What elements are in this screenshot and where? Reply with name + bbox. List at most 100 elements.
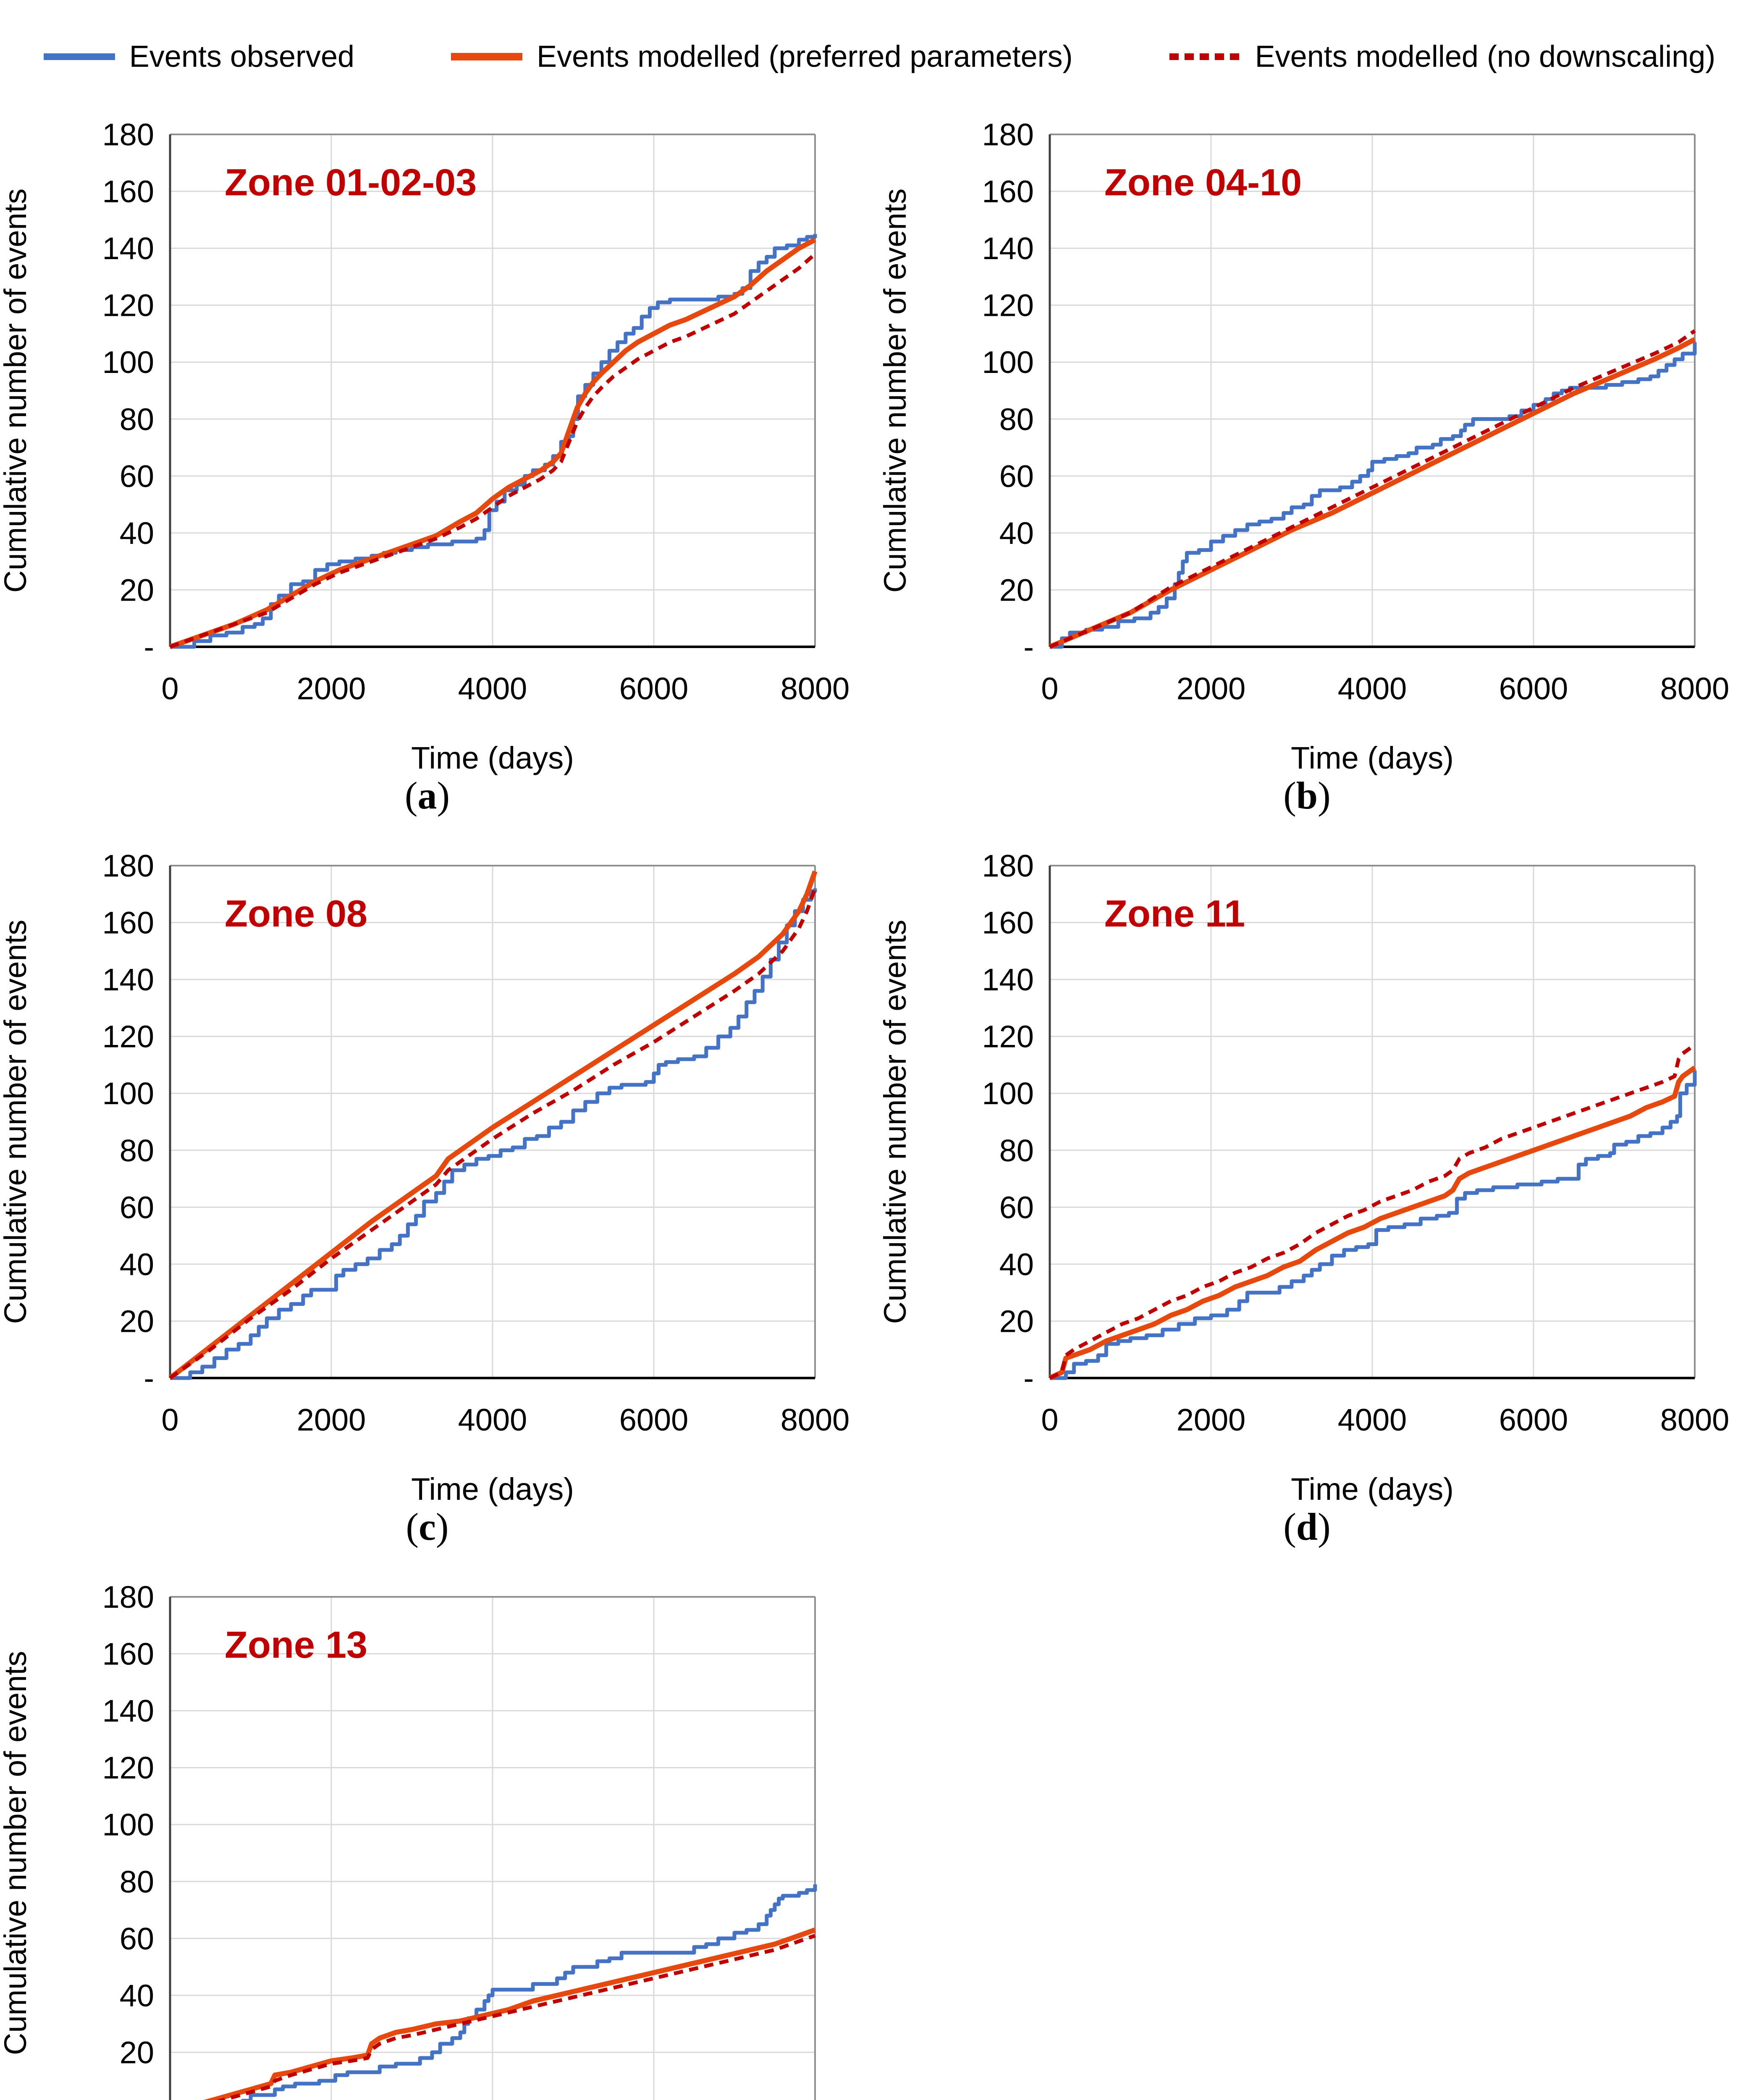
y-tick-label: 140 bbox=[102, 1693, 154, 1728]
x-tick-label: 8000 bbox=[1660, 671, 1730, 706]
y-tick-label: 160 bbox=[982, 906, 1034, 940]
modelled-preferred-series-line bbox=[1049, 1066, 1696, 1381]
x-tick-label: 4000 bbox=[1338, 671, 1407, 706]
x-axis-title: Time (days) bbox=[411, 740, 574, 775]
y-tick-label: 100 bbox=[102, 345, 154, 380]
y-tick-label: 80 bbox=[999, 1133, 1034, 1168]
y-tick-label: 60 bbox=[120, 1190, 154, 1225]
zone-title: Zone 08 bbox=[225, 893, 367, 935]
y-tick-label: - bbox=[144, 2092, 154, 2100]
zone-title: Zone 11 bbox=[1104, 893, 1245, 935]
y-tick-label: 180 bbox=[102, 1580, 154, 1614]
y-tick-label: 40 bbox=[999, 516, 1034, 551]
x-axis-title: Time (days) bbox=[411, 1472, 574, 1507]
chart-e-svg: -204060801001201401601800200040006000800… bbox=[0, 1580, 817, 2100]
y-tick-label: 180 bbox=[982, 117, 1034, 152]
zone-title: Zone 13 bbox=[225, 1624, 367, 1666]
modelled-preferred-series-line bbox=[1049, 337, 1696, 649]
chart-figure-c: - 20 40 60 80 100 120 140 160 180 0 2000 4000 6000 800… bbox=[0, 840, 880, 1572]
x-tick-label: 4000 bbox=[458, 671, 527, 706]
y-tick-label: 20 bbox=[120, 572, 154, 607]
y-tick-label: - bbox=[144, 630, 154, 664]
x-tick-label: 2000 bbox=[1177, 1402, 1246, 1437]
y-tick-label: 160 bbox=[102, 906, 154, 940]
y-tick-label: 20 bbox=[999, 572, 1034, 607]
legend-item-observed: Events observed bbox=[43, 39, 355, 74]
x-tick-label: 8000 bbox=[781, 1402, 850, 1437]
y-tick-label: 140 bbox=[982, 962, 1034, 997]
chart-b-svg: - 20 40 60 80 100 120 140 160 180 0 2000 4000 6000 800… bbox=[880, 117, 1730, 817]
y-axis-title: Cumulative number of events bbox=[0, 1651, 33, 2055]
y-tick-label: 180 bbox=[982, 848, 1034, 883]
modelled-preferred-series-line bbox=[169, 237, 816, 649]
modelled-no-downscaling-series-line bbox=[169, 252, 816, 649]
y-tick-label: - bbox=[1023, 630, 1034, 664]
modelled-preferred-series-line bbox=[203, 1927, 816, 2100]
y-axis-title: Cumulative number of events bbox=[880, 189, 912, 593]
modelled-no-downscaling-series-line bbox=[1049, 1043, 1696, 1380]
subfigure-caption: (b) bbox=[1283, 774, 1330, 817]
y-tick-label: 20 bbox=[999, 1304, 1034, 1339]
y-tick-label: 180 bbox=[102, 117, 154, 152]
y-tick-label: 140 bbox=[102, 231, 154, 266]
y-tick-label: 180 bbox=[102, 848, 154, 883]
y-tick-label: 40 bbox=[120, 516, 154, 551]
y-tick-label: 40 bbox=[120, 1978, 154, 2013]
x-tick-label: 0 bbox=[1041, 671, 1058, 706]
y-tick-label: 160 bbox=[102, 174, 154, 209]
legend-label-modelled-preferred: Events modelled (preferred parameters) bbox=[537, 40, 1073, 74]
y-tick-label: 100 bbox=[102, 1076, 154, 1111]
y-tick-label: 140 bbox=[102, 962, 154, 997]
y-axis-title: Cumulative number of events bbox=[0, 189, 33, 593]
chart-a-svg: - 20 40 60 80 100 120 140 160 180 0 2000 4000 6000 800… bbox=[0, 117, 850, 817]
legend-item-modelled-preferred: Events modelled (preferred parameters) bbox=[451, 39, 1073, 74]
y-tick-label: 120 bbox=[982, 1019, 1034, 1054]
chart-d-svg: - 20 40 60 80 100 120 140 160 180 0 2000 4000 6000 800… bbox=[880, 848, 1730, 1548]
x-tick-label: 6000 bbox=[619, 671, 689, 706]
chart-figure-b: - 20 40 60 80 100 120 140 160 180 0 2000 4000 6000 800… bbox=[880, 109, 1759, 840]
y-tick-label: 160 bbox=[102, 1637, 154, 1672]
x-tick-label: 0 bbox=[161, 1402, 178, 1437]
x-axis-title: Time (days) bbox=[1291, 740, 1454, 775]
y-tick-label: 140 bbox=[982, 231, 1034, 266]
y-tick-label: 120 bbox=[102, 1019, 154, 1054]
y-tick-label: 80 bbox=[120, 1133, 154, 1168]
y-tick-label: 80 bbox=[120, 1864, 154, 1899]
legend-item-modelled-no-downscaling: Events modelled (no downscaling) bbox=[1169, 39, 1716, 74]
x-tick-label: 2000 bbox=[297, 1402, 366, 1437]
x-tick-label: 2000 bbox=[297, 671, 366, 706]
y-tick-label: 120 bbox=[102, 288, 154, 323]
x-tick-label: 8000 bbox=[1660, 1402, 1730, 1437]
chart-figure-e: -204060801001201401601800200040006000800… bbox=[0, 1572, 880, 2100]
x-tick-label: 6000 bbox=[1499, 1402, 1568, 1437]
y-tick-label: 100 bbox=[982, 345, 1034, 380]
x-axis-title: Time (days) bbox=[1291, 1472, 1454, 1507]
y-tick-label: 100 bbox=[102, 1807, 154, 1842]
y-tick-label: 80 bbox=[999, 402, 1034, 437]
x-tick-label: 4000 bbox=[1338, 1402, 1407, 1437]
charts-grid: -20 40 60 80 100 120 140 160 180 0 2000 4000 6000 800… bbox=[0, 109, 1759, 2100]
modelled-no-downscaling-series-line bbox=[1049, 329, 1696, 649]
y-axis-title: Cumulative number of events bbox=[880, 920, 912, 1324]
x-tick-label: 8000 bbox=[781, 671, 850, 706]
x-tick-label: 6000 bbox=[619, 1402, 689, 1437]
y-tick-label: 160 bbox=[982, 174, 1034, 209]
y-tick-label: - bbox=[1023, 1361, 1034, 1396]
chart-figure-a: - 20 40 60 80 100 120 140 160 180 0 2000 4000 6000 800… bbox=[0, 109, 880, 840]
legend-label-observed: Events observed bbox=[129, 40, 355, 74]
chart-figure-d: - 20 40 60 80 100 120 140 160 180 0 2000 4000 6000 800… bbox=[880, 840, 1759, 1572]
y-tick-label: 60 bbox=[999, 1190, 1034, 1225]
modelled-no-downscaling-series-line bbox=[169, 887, 817, 1380]
zone-title: Zone 01-02-03 bbox=[225, 162, 477, 204]
legend-line-observed-icon bbox=[43, 53, 115, 60]
y-tick-label: 60 bbox=[120, 1921, 154, 1956]
y-tick-label: 40 bbox=[999, 1247, 1034, 1282]
y-tick-label: 120 bbox=[982, 288, 1034, 323]
legend-line-modelled-preferred-icon bbox=[451, 53, 523, 60]
chart-c-svg: - 20 40 60 80 100 120 140 160 180 0 2000 4000 6000 800… bbox=[0, 848, 850, 1548]
y-tick-label: 60 bbox=[120, 459, 154, 494]
legend-label-modelled-no-downscaling: Events modelled (no downscaling) bbox=[1255, 40, 1716, 74]
y-tick-label: 40 bbox=[120, 1247, 154, 1282]
observed-series-line bbox=[241, 1884, 817, 2100]
